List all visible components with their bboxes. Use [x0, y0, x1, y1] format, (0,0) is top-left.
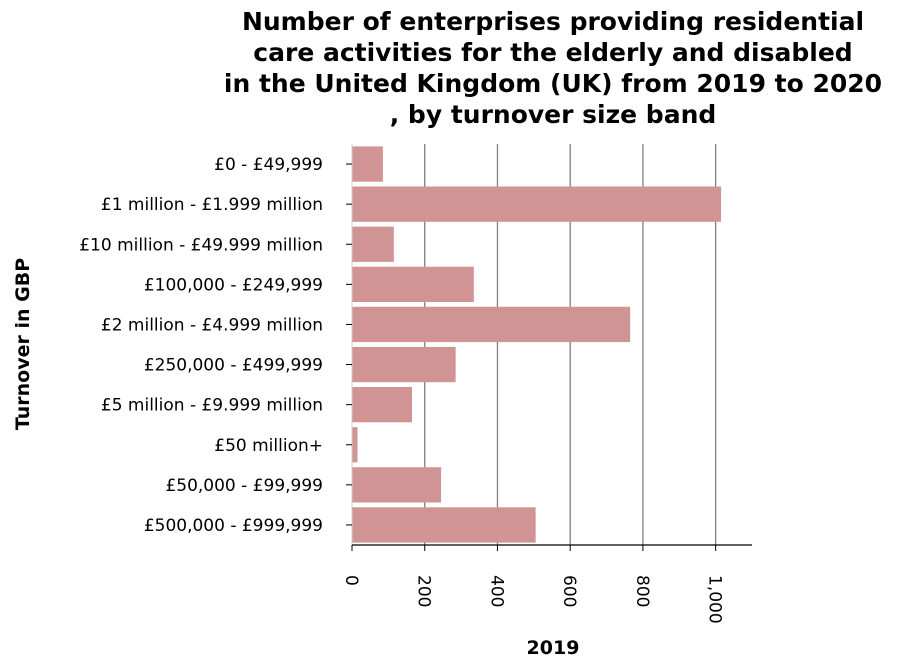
bar [352, 467, 442, 503]
x-tick-label: 0 [341, 575, 361, 586]
bars [352, 146, 722, 543]
bar [352, 226, 394, 262]
y-tick-label: £250,000 - £499,999 [144, 356, 323, 376]
y-tick-labels: £0 - £49,999 £1 million - £1.999 million £… [79, 155, 352, 536]
chart-title: Number of enterprises providing resident… [224, 7, 882, 129]
chart-title-line: in the United Kingdom (UK) from 2019 to … [224, 69, 882, 98]
bar [352, 306, 631, 343]
chart-title-line: , by turnover size band [390, 100, 717, 129]
bar [352, 146, 383, 182]
y-tick-label: £50 million+ [214, 436, 323, 456]
bar [352, 427, 358, 463]
y-tick-label: £1 million - £1.999 million [101, 195, 323, 215]
x-tick-label: 600 [559, 575, 579, 607]
chart-title-line: care activities for the elderly and disa… [253, 38, 852, 67]
x-tick-label: 1,000 [705, 575, 725, 624]
bar [352, 507, 536, 543]
y-tick-label: £0 - £49,999 [214, 155, 323, 175]
bar [352, 266, 474, 302]
y-tick-label: £500,000 - £999,999 [144, 516, 323, 536]
x-axis-label: 2019 [527, 637, 580, 659]
y-tick-label: £100,000 - £249,999 [144, 275, 323, 295]
bar [352, 387, 412, 423]
y-tick-label: £50,000 - £99,999 [165, 476, 323, 496]
y-tick-label: £5 million - £9.999 million [101, 396, 323, 416]
x-tick-label: 800 [632, 575, 652, 607]
axes [351, 144, 752, 546]
x-tick-label: 400 [486, 575, 506, 607]
y-axis-label: Turnover in GBP [12, 258, 34, 430]
y-tick-label: £10 million - £49.999 million [79, 235, 323, 255]
bar [352, 346, 456, 383]
x-tick-labels: 0 200 400 600 800 1,000 [341, 545, 725, 624]
x-tick-label: 200 [414, 575, 434, 607]
chart-title-line: Number of enterprises providing resident… [242, 7, 864, 36]
bar [352, 186, 722, 222]
y-tick-label: £2 million - £4.999 million [101, 315, 323, 335]
